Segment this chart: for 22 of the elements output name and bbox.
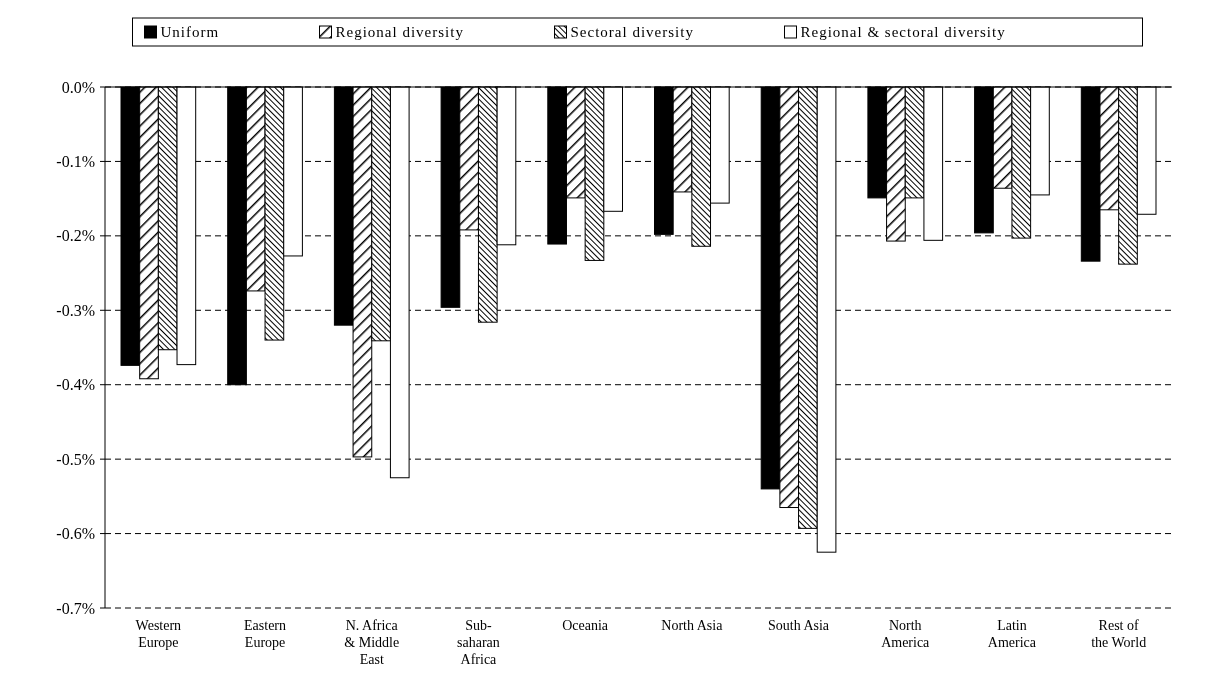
y-tick-label: -0.7% [56, 599, 95, 617]
y-tick-label: -0.1% [56, 153, 95, 171]
x-tick-label: Oceania [562, 618, 609, 633]
y-tick-label: -0.5% [56, 450, 95, 468]
y-tick-label: 0.0% [61, 78, 95, 96]
x-tick-label: Western Europe [135, 618, 182, 650]
legend-label: Regional diversity [335, 24, 464, 40]
x-tick-label: Rest of the World [1091, 618, 1147, 650]
x-tick-label: North America [881, 618, 931, 650]
x-tick-label: Eastern Europe [244, 618, 287, 650]
legend-label: Uniform [160, 24, 220, 40]
y-tick-label: -0.3% [56, 301, 95, 319]
x-tick-label: Latin America [987, 618, 1037, 650]
legend-label: Regional & sectoral diversity [800, 24, 1006, 40]
x-tick-label: Sub-saharan Africa [457, 618, 500, 667]
y-tick-label: -0.2% [56, 227, 95, 245]
y-tick-label: -0.4% [56, 376, 95, 394]
x-tick-label: South Asia [768, 618, 830, 633]
x-tick-label: N. Africa & Middle East [344, 618, 400, 667]
legend-label: Sectoral diversity [570, 24, 694, 40]
x-tick-label: North Asia [661, 618, 724, 633]
y-tick-label: -0.6% [56, 525, 95, 543]
